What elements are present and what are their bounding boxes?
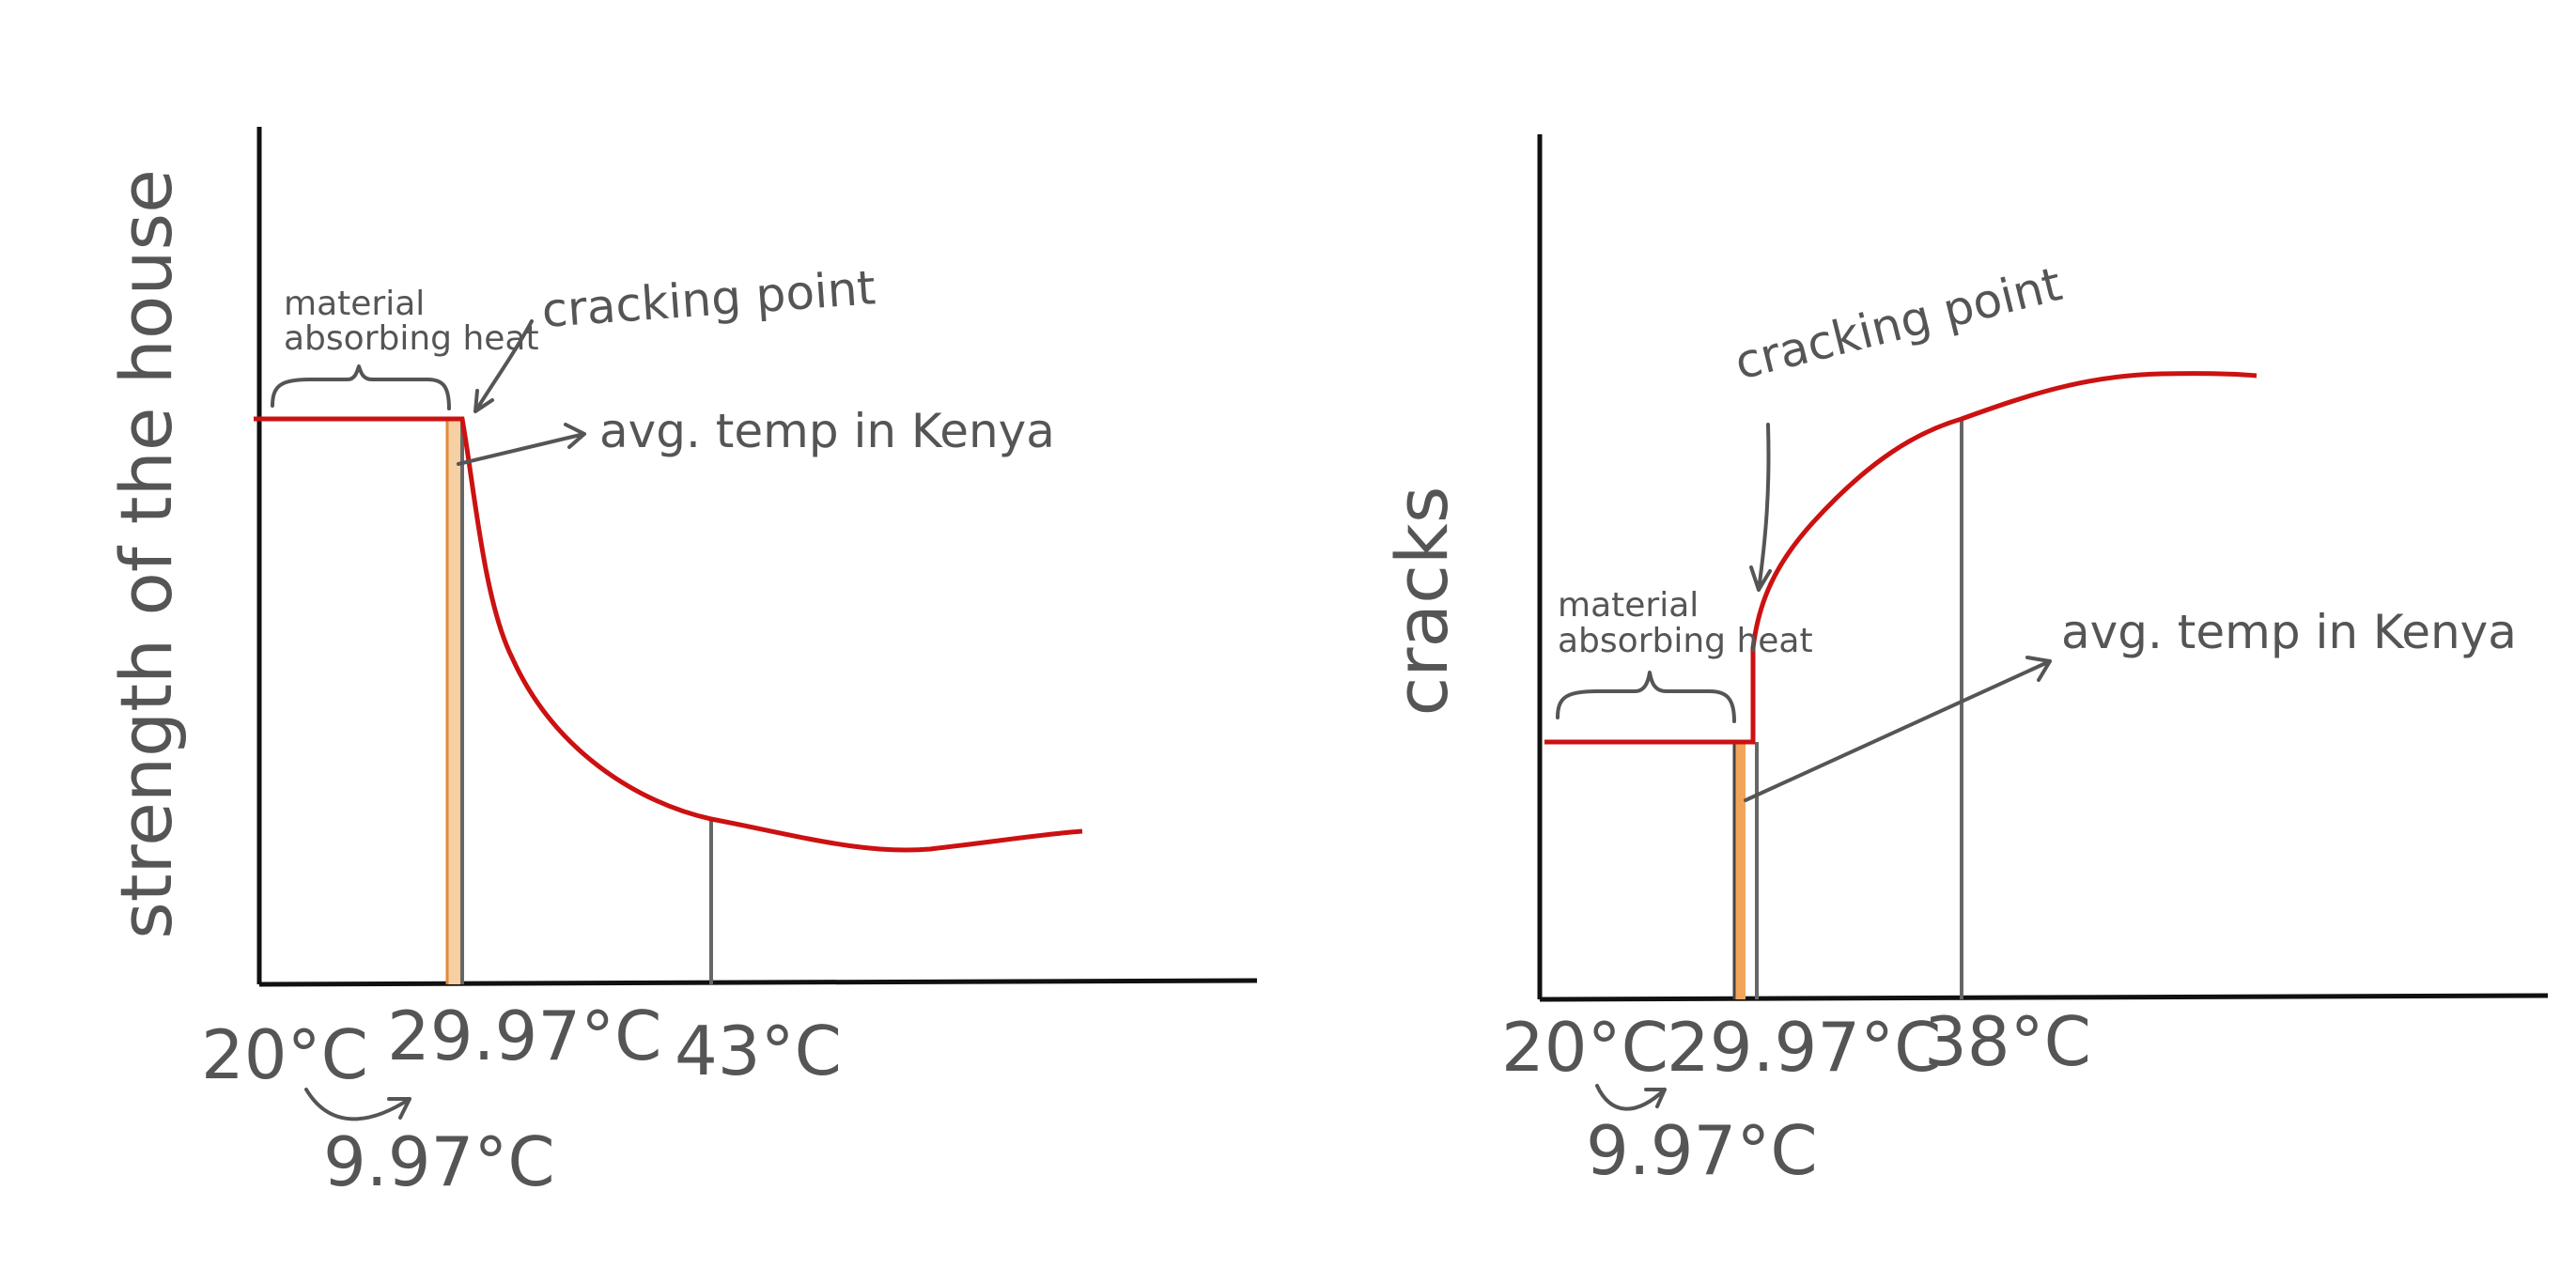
chart-1-absorb-brace — [271, 364, 451, 410]
chart-1-tick-20: 20°C — [201, 1015, 368, 1094]
chart-1-kenya-arrow — [457, 423, 586, 466]
chart-2-tick-38: 38°C — [1924, 1002, 2091, 1081]
chart-1-strength-curve — [254, 416, 1083, 853]
chart-2-absorb-note: material absorbing heat — [1558, 586, 1813, 660]
chart-1-absorb-band — [447, 419, 460, 984]
chart-2-diff-label: 9.97°C — [1586, 1111, 1818, 1190]
chart-2-absorb-band — [1734, 742, 1746, 999]
chart-2-y-label: cracks — [1380, 487, 1464, 717]
chart-1-cracking-arrow — [473, 319, 534, 413]
chart-2-absorb-note-l1: material — [1558, 586, 1699, 625]
chart-2-x-axis — [1539, 993, 2549, 1002]
chart-2-kenya-note: avg. temp in Kenya — [2061, 605, 2517, 659]
chart-2-absorb-note-l2: absorbing heat — [1558, 622, 1813, 660]
chart-1-x-axis — [258, 978, 1258, 987]
chart-1-tick-2997: 29.97°C — [387, 997, 661, 1075]
chart-2-absorb-brace — [1556, 671, 1736, 723]
chart-1-y-label: strength of the house — [104, 169, 188, 939]
chart-2-kenya-arrow — [1744, 656, 2052, 802]
chart-1-absorb-note-l2: absorbing heat — [284, 319, 539, 358]
chart-2: cracks material absorbing heat cracking … — [1380, 134, 2549, 1190]
chart-1-kenya-note: avg. temp in Kenya — [599, 404, 1055, 458]
chart-1-tick-43: 43°C — [675, 1012, 842, 1090]
chart-1-absorb-note: material absorbing heat — [284, 285, 539, 358]
chart-1: strength of the house material absorbing… — [104, 127, 1258, 1201]
chart-1-diff-arrow — [304, 1088, 411, 1121]
chart-1-diff-label: 9.97°C — [323, 1122, 555, 1201]
chart-2-cracking-note: cracking point — [1730, 256, 2067, 390]
chart-2-tick-20: 20°C — [1501, 1008, 1668, 1087]
chart-2-tick-2997: 29.97°C — [1667, 1008, 1941, 1087]
chart-2-cracks-curve — [1544, 371, 2258, 745]
chart-1-cracking-note: cracking point — [540, 260, 877, 338]
chart-2-cracking-arrow — [1749, 423, 1772, 592]
chart-2-diff-arrow — [1595, 1084, 1667, 1111]
chart-1-absorb-note-l1: material — [284, 285, 425, 323]
